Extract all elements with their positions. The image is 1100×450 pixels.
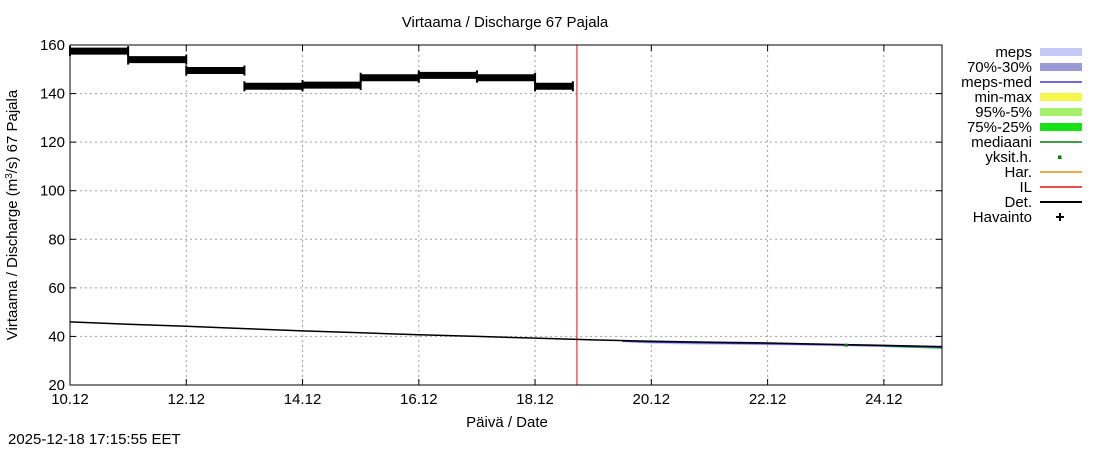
legend-swatch [1058,155,1062,159]
series-layer [69,45,943,385]
y-tick-label: 20 [48,377,65,394]
legend-label: meps [995,44,1032,61]
x-tick-label: 24.12 [865,391,903,408]
legend-swatch [1040,93,1082,101]
x-axis-label: Päivä / Date [466,414,548,430]
x-tick-label: 12.12 [167,391,205,408]
legend: meps70%-30%meps-medmin-max95%-5%75%-25%m… [961,44,1082,226]
legend-label: meps-med [961,74,1032,91]
y-axis-label-suffix: /s) 67 Pajala [4,89,21,173]
yksit-point [844,343,848,347]
legend-label: Har. [1004,164,1032,181]
y-tick-label: 120 [40,134,65,151]
y-tick-label: 40 [48,328,65,345]
legend-label: Havainto [973,209,1032,226]
y-axis-label-sup: 3 [4,173,15,179]
legend-item: min-max [974,89,1082,106]
legend-item: yksit.h. [985,149,1062,166]
legend-item: meps [995,44,1082,61]
legend-label: 70%-30% [967,59,1032,76]
chart-title: Virtaama / Discharge 67 Pajala [402,14,609,31]
legend-item: 70%-30% [967,59,1082,76]
y-axis-label: Virtaama / Discharge (m3/s) 67 Pajala [4,89,22,340]
axis-ticks: 20 40 60 80 100 120 140 160 10.12 12.12 14.12 16.12… [40,37,942,408]
x-tick-label: 16.12 [400,391,438,408]
timestamp-footer: 2025-12-18 17:15:55 EET [8,431,181,448]
legend-item: IL [1019,179,1082,196]
legend-label: Det. [1004,194,1032,211]
legend-item: Har. [1004,164,1082,181]
legend-item: 75%-25% [967,119,1082,136]
havainto-segment [127,54,188,65]
legend-item: 95%-5% [975,104,1082,121]
legend-swatch [1040,48,1082,56]
havainto-segment [475,72,537,83]
legend-label: mediaani [971,134,1032,151]
grid-lines [70,45,942,385]
y-axis-label-prefix: Virtaama / Discharge (m [4,179,21,340]
legend-label: yksit.h. [985,149,1032,166]
legend-swatch [1040,123,1082,131]
havainto-segment [301,80,362,91]
havainto-segment [534,81,574,92]
discharge-chart: Virtaama / Discharge 67 Pajala 20 40 60 80 1… [4,14,1082,430]
legend-swatch [1040,108,1082,116]
x-tick-label: 14.12 [284,391,322,408]
havainto-segment [185,65,246,76]
havainto-segment [243,81,304,92]
legend-label: 95%-5% [975,104,1032,121]
y-tick-label: 100 [40,183,65,200]
legend-label: min-max [974,89,1032,106]
plot-area-frame [69,44,943,386]
y-tick-label: 80 [48,231,65,248]
det-series-line [69,321,943,348]
y-tick-label: 140 [40,86,65,103]
havainto-segment [359,72,420,83]
legend-item: Det. [1004,194,1082,211]
havainto-segment [69,46,130,57]
legend-swatch [1040,63,1082,71]
legend-item: mediaani [971,134,1082,151]
x-tick-label: 22.12 [749,391,787,408]
legend-item: Havainto [973,209,1064,226]
legend-item: meps-med [961,74,1082,91]
x-tick-label: 18.12 [516,391,554,408]
y-tick-label: 60 [48,280,65,297]
legend-label: 75%-25% [967,119,1032,136]
y-tick-label: 160 [40,37,65,54]
legend-label: IL [1019,179,1032,196]
x-tick-label: 10.12 [51,391,89,408]
x-tick-label: 20.12 [633,391,671,408]
havainto-segment [417,70,478,81]
